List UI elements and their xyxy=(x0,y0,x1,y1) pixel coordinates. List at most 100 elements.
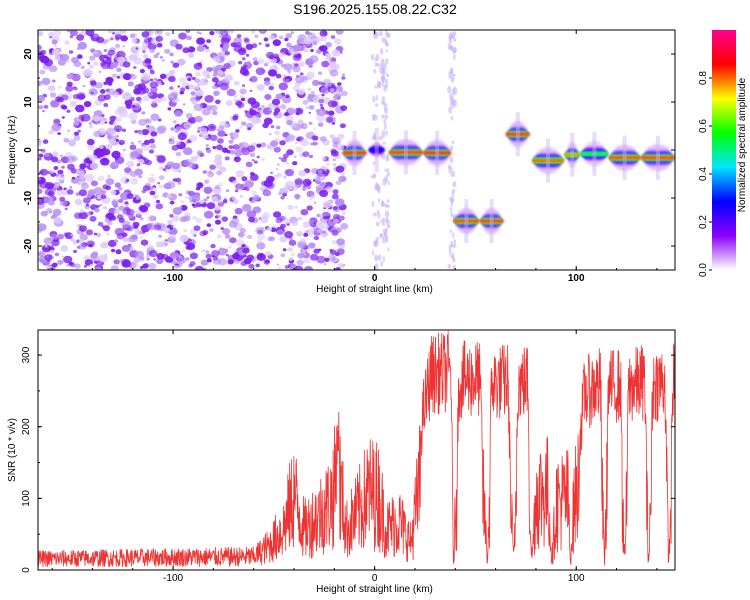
noise-blob xyxy=(156,253,165,260)
noise-blob xyxy=(87,62,91,65)
noise-blob xyxy=(119,192,130,200)
noise-blob xyxy=(300,209,309,216)
noise-blob xyxy=(191,215,197,220)
noise-blob xyxy=(107,174,111,178)
noise-blob xyxy=(308,64,314,68)
x-tick-label: -100 xyxy=(163,573,183,584)
noise-blob xyxy=(234,207,243,215)
noise-blob xyxy=(60,53,70,62)
noise-blob xyxy=(384,203,389,208)
noise-blob xyxy=(121,232,128,238)
noise-blob xyxy=(93,50,98,55)
noise-blob xyxy=(65,85,74,92)
noise-blob xyxy=(90,252,98,259)
noise-blob xyxy=(100,261,105,266)
noise-blob xyxy=(171,144,179,151)
noise-blob xyxy=(211,250,220,257)
noise-blob xyxy=(383,118,386,124)
noise-blob xyxy=(115,249,122,255)
x-tick-label: 100 xyxy=(568,273,585,284)
noise-blob xyxy=(270,82,275,86)
noise-blob xyxy=(150,143,156,149)
noise-blob xyxy=(283,153,289,159)
noise-blob xyxy=(239,95,244,99)
noise-blob xyxy=(237,48,247,56)
noise-blob xyxy=(251,116,261,124)
noise-blob xyxy=(254,34,259,38)
noise-blob xyxy=(381,130,386,138)
noise-blob xyxy=(335,93,342,99)
noise-blob xyxy=(228,145,234,150)
noise-blob xyxy=(261,157,265,162)
noise-blob xyxy=(319,176,325,181)
noise-blob xyxy=(285,94,290,99)
noise-blob xyxy=(332,189,339,195)
noise-blob xyxy=(90,91,95,95)
noise-blob xyxy=(325,53,332,58)
noise-blob xyxy=(377,212,381,219)
noise-blob xyxy=(324,257,330,262)
noise-blob xyxy=(185,35,192,41)
noise-blob xyxy=(290,31,295,34)
noise-blob xyxy=(375,53,380,62)
noise-blob xyxy=(384,114,389,120)
noise-blob xyxy=(386,224,391,229)
noise-blob xyxy=(312,79,320,86)
noise-blob xyxy=(263,190,271,196)
noise-blob xyxy=(300,139,310,147)
noise-blob xyxy=(283,138,290,143)
noise-blob xyxy=(196,45,205,52)
noise-blob xyxy=(189,134,198,142)
noise-blob xyxy=(380,261,384,267)
noise-blob xyxy=(384,168,390,173)
signal-segment xyxy=(423,130,452,175)
noise-blob xyxy=(381,79,385,87)
noise-blob xyxy=(232,179,239,185)
noise-blob xyxy=(133,225,139,229)
noise-blob xyxy=(111,248,116,253)
noise-blob xyxy=(336,248,345,256)
noise-blob xyxy=(450,98,455,106)
noise-blob xyxy=(195,154,201,159)
noise-blob xyxy=(172,264,179,270)
noise-blob xyxy=(82,84,86,88)
noise-blob xyxy=(337,82,342,86)
noise-blob xyxy=(297,89,305,96)
noise-blob xyxy=(270,140,278,147)
noise-blob xyxy=(195,89,204,97)
noise-blob xyxy=(147,214,156,222)
noise-blob xyxy=(151,101,156,105)
noise-blob xyxy=(170,224,175,228)
noise-blob xyxy=(88,124,94,129)
noise-blob xyxy=(128,234,138,243)
noise-blob xyxy=(229,149,236,155)
noise-blob xyxy=(224,51,230,56)
noise-blob xyxy=(137,130,144,135)
noise-blob xyxy=(53,118,61,125)
noise-blob xyxy=(194,71,201,77)
noise-blob xyxy=(276,172,282,178)
noise-blob xyxy=(185,246,190,250)
noise-blob xyxy=(330,150,339,157)
noise-blob xyxy=(61,105,68,110)
noise-blob xyxy=(231,137,235,140)
noise-blob xyxy=(70,233,74,237)
noise-blob xyxy=(450,173,456,177)
noise-blob xyxy=(126,193,134,200)
noise-blob xyxy=(124,201,129,205)
noise-blob xyxy=(310,142,315,146)
signal-segment xyxy=(640,135,675,180)
noise-blob xyxy=(285,33,293,39)
noise-blob xyxy=(50,100,60,108)
y-tick-label: 200 xyxy=(21,418,32,435)
noise-blob xyxy=(138,118,147,126)
colorbar: 0.0 0.2 0.4 0.6 0.8 Normalized spectral ampl… xyxy=(698,30,748,277)
noise-blob xyxy=(85,163,89,166)
noise-blob xyxy=(149,138,155,144)
noise-blob xyxy=(146,258,150,261)
noise-blob xyxy=(452,53,456,60)
noise-blob xyxy=(197,182,203,187)
noise-blob xyxy=(122,148,126,152)
noise-blob xyxy=(294,193,301,200)
noise-blob xyxy=(151,87,158,93)
